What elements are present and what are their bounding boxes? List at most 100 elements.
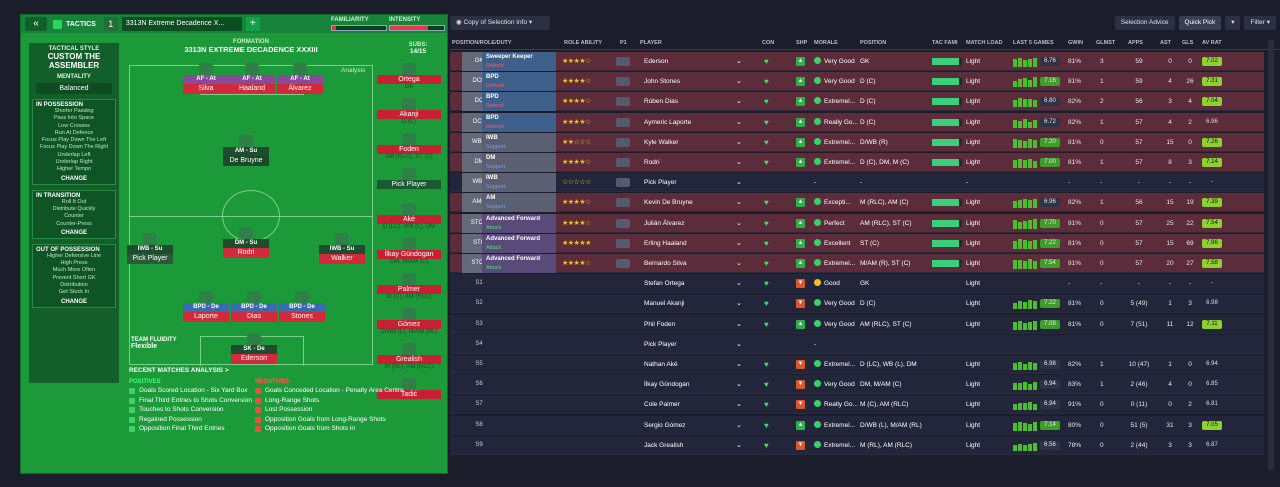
sub-player[interactable]: Grealish M (RL), AM (RLC)	[377, 343, 441, 370]
chevron-down-icon[interactable]: ⌄	[736, 381, 742, 389]
position-tag[interactable]: S2	[475, 300, 483, 307]
table-row[interactable]: S9 Jack Grealish ⌄ ♥ ▼ Extremel... M (RL), AM …	[450, 435, 1264, 455]
table-row[interactable]: GK Sweeper Keeper Defend ★★★★☆ Ederson ⌄ ♥ ▲ Ver…	[450, 52, 1264, 71]
quick-pick-dropdown[interactable]: ▾	[1225, 16, 1241, 30]
role-duty[interactable]: IWB Support	[482, 132, 556, 152]
role-duty[interactable]: Advanced Forward Attack	[482, 254, 556, 273]
table-row[interactable]: S1 Stefan Ortega ⌄ ♥ ▼ Good GK Light - - - - - -	[450, 274, 1264, 294]
pitch-player[interactable]: AF - At Álvarez	[277, 63, 323, 94]
column-header[interactable]: POSITION	[860, 40, 887, 46]
column-header[interactable]: ROLE ABILITY	[564, 40, 602, 46]
sub-player[interactable]: İlkay Gündogan DM, M/AM (C)	[377, 238, 441, 265]
pitch-player[interactable]: BPD - De Dias	[231, 291, 277, 322]
pitch-player[interactable]: BPD - De Stones	[279, 291, 325, 322]
chevron-down-icon[interactable]: ⌄	[736, 320, 742, 328]
table-row[interactable]: S8 Sergio Gómez ⌄ ♥ ▲ Extremel... D/WB (L), M/…	[450, 415, 1264, 435]
role-duty[interactable]: BPD Defend	[482, 92, 556, 112]
table-row[interactable]: DC BPD Defend ★★★★☆ Rúben Dias ⌄ ♥ ▲ Extremel...…	[450, 92, 1264, 112]
column-header[interactable]: SHP	[796, 40, 808, 46]
chevron-down-icon[interactable]: ⌄	[736, 300, 742, 308]
column-header[interactable]: CON	[762, 40, 775, 46]
view-select[interactable]: ◉ Copy of Selection Info ▾	[450, 16, 550, 30]
pitch-player[interactable]: AM - Su De Bruyne	[223, 135, 269, 166]
role-duty[interactable]: IWB Support	[482, 173, 556, 193]
chevron-down-icon[interactable]: ⌄	[736, 239, 742, 247]
player-name[interactable]: İlkay Gündogan	[644, 381, 690, 389]
table-row[interactable]: DCL BPD Defend ★★★★☆ Aymeric Laporte ⌄ ♥ ▲ Reall…	[450, 112, 1264, 132]
selection-advice-button[interactable]: Selection Advice	[1114, 16, 1175, 30]
column-header[interactable]: POSITION/ROLE/DUTY	[452, 40, 512, 46]
role-duty[interactable]: BPD Defend	[482, 72, 556, 92]
table-row[interactable]: STCR Advanced Forward Attack ★★★★☆ Julián Ál…	[450, 213, 1264, 233]
pitch-player[interactable]: IWB - Su Pick Player	[127, 233, 173, 264]
position-tag[interactable]: S3	[475, 320, 483, 327]
chevron-down-icon[interactable]: ⌄	[736, 98, 742, 106]
table-row[interactable]: STC Advanced Forward Attack ★★★★★ Erling Haa…	[450, 233, 1264, 253]
column-header[interactable]: GWIN	[1068, 40, 1083, 46]
player-name[interactable]: Cole Palmer	[644, 401, 680, 409]
sub-player[interactable]: Palmer M (C), AM (RLC)	[377, 273, 441, 300]
table-row[interactable]: S5 Nathan Aké ⌄ ♥ ▼ Extremel... D (LC), WB (L)…	[450, 355, 1264, 374]
position-tag[interactable]: S9	[475, 441, 483, 448]
recent-matches-title[interactable]: RECENT MATCHES ANALYSIS >	[129, 367, 229, 374]
chevron-down-icon[interactable]: ⌄	[736, 340, 742, 348]
table-row[interactable]: STCL Advanced Forward Attack ★★★★☆ Bernardo …	[450, 254, 1264, 273]
column-header[interactable]: LAST 5 GAMES	[1013, 40, 1054, 46]
table-row[interactable]: AMC AM Support ★★★★☆ Kevin De Bruyne ⌄ ♥ ▲ Excep…	[450, 193, 1264, 213]
chevron-down-icon[interactable]: ⌄	[736, 138, 742, 146]
role-duty[interactable]: Sweeper Keeper Defend	[482, 52, 556, 71]
position-tag[interactable]: S7	[475, 401, 483, 408]
column-header[interactable]: MORALE	[814, 40, 838, 46]
pitch-player[interactable]: BPD - De Laporte	[183, 291, 229, 322]
table-row[interactable]: S6 İlkay Gündogan ⌄ ♥ ▼ Very Good DM, M/AM (C)…	[450, 375, 1264, 395]
chevron-down-icon[interactable]: ⌄	[736, 219, 742, 227]
tactic-name-dropdown[interactable]: 3313N Extreme Decadence X...	[121, 17, 242, 31]
sub-player[interactable]: Ortega GK	[377, 63, 441, 90]
table-row[interactable]: DM DM Support ★★★★☆ Rodri ⌄ ♥ ▲ Extremel... D (C)…	[450, 153, 1264, 172]
position-tag[interactable]: S1	[475, 280, 483, 287]
column-header[interactable]: GLMST	[1096, 40, 1116, 46]
role-duty[interactable]: Advanced Forward Attack	[482, 213, 556, 233]
out-of-possession-change-button[interactable]: CHANGE	[60, 298, 87, 305]
player-name[interactable]: Manuel Akanji	[644, 300, 685, 308]
position-tag[interactable]: S6	[475, 381, 483, 388]
role-duty[interactable]: Advanced Forward Attack	[482, 233, 556, 253]
back-button[interactable]: «	[25, 17, 47, 31]
in-possession-change-button[interactable]: CHANGE	[60, 175, 87, 182]
table-row[interactable]: S4 Pick Player ⌄ -	[450, 334, 1264, 354]
chevron-down-icon[interactable]: ⌄	[736, 401, 742, 409]
player-name[interactable]: Kyle Walker	[644, 138, 679, 146]
chevron-down-icon[interactable]: ⌄	[736, 421, 742, 429]
column-header[interactable]: P1	[620, 40, 627, 46]
role-duty[interactable]: AM Support	[482, 193, 556, 213]
tactical-style-value[interactable]: CUSTOM THE ASSEMBLER	[47, 52, 101, 70]
mentality-select[interactable]: Balanced	[36, 83, 112, 94]
role-duty[interactable]: DM Support	[482, 153, 556, 172]
sub-player[interactable]: Foden AM (RLC), ST (C)	[377, 133, 441, 160]
chevron-down-icon[interactable]: ⌄	[736, 260, 742, 267]
player-name[interactable]: Aymeric Laporte	[644, 118, 692, 126]
sub-player[interactable]: Aké D (LC), WB (L), DM	[377, 203, 441, 230]
pitch-player[interactable]: SK - De Ederson	[231, 333, 277, 364]
position-tag[interactable]: S4	[475, 340, 483, 347]
pitch-player[interactable]: AF - At Silva	[183, 63, 229, 94]
sub-player[interactable]: Tadić	[377, 378, 441, 399]
chevron-down-icon[interactable]: ⌄	[736, 58, 742, 65]
pitch-player[interactable]: DM - Su Rodri	[223, 227, 269, 258]
sub-player[interactable]: Gómez D/WB (L), M/AM (RL)	[377, 308, 441, 335]
column-header[interactable]: MATCH LOAD	[966, 40, 1003, 46]
column-header[interactable]: PLAYER	[640, 40, 662, 46]
player-name[interactable]: Pick Player	[644, 179, 677, 187]
scrollbar[interactable]	[1268, 40, 1274, 470]
add-tactic-button[interactable]: +	[245, 17, 260, 31]
player-name[interactable]: Rúben Dias	[644, 98, 678, 106]
table-row[interactable]: WBR IWB Support ★★☆☆☆ Kyle Walker ⌄ ♥ ▲ Extremel…	[450, 132, 1264, 152]
chevron-down-icon[interactable]: ⌄	[736, 78, 742, 86]
player-name[interactable]: Kevin De Bruyne	[644, 199, 693, 207]
chevron-down-icon[interactable]: ⌄	[736, 118, 742, 126]
filter-button[interactable]: Filter ▾	[1244, 16, 1276, 30]
position-tag[interactable]: S8	[475, 421, 483, 428]
player-name[interactable]: Ederson	[644, 58, 669, 65]
pitch-player[interactable]: IWB - Su Walker	[319, 233, 365, 264]
column-header[interactable]: APPS	[1128, 40, 1143, 46]
